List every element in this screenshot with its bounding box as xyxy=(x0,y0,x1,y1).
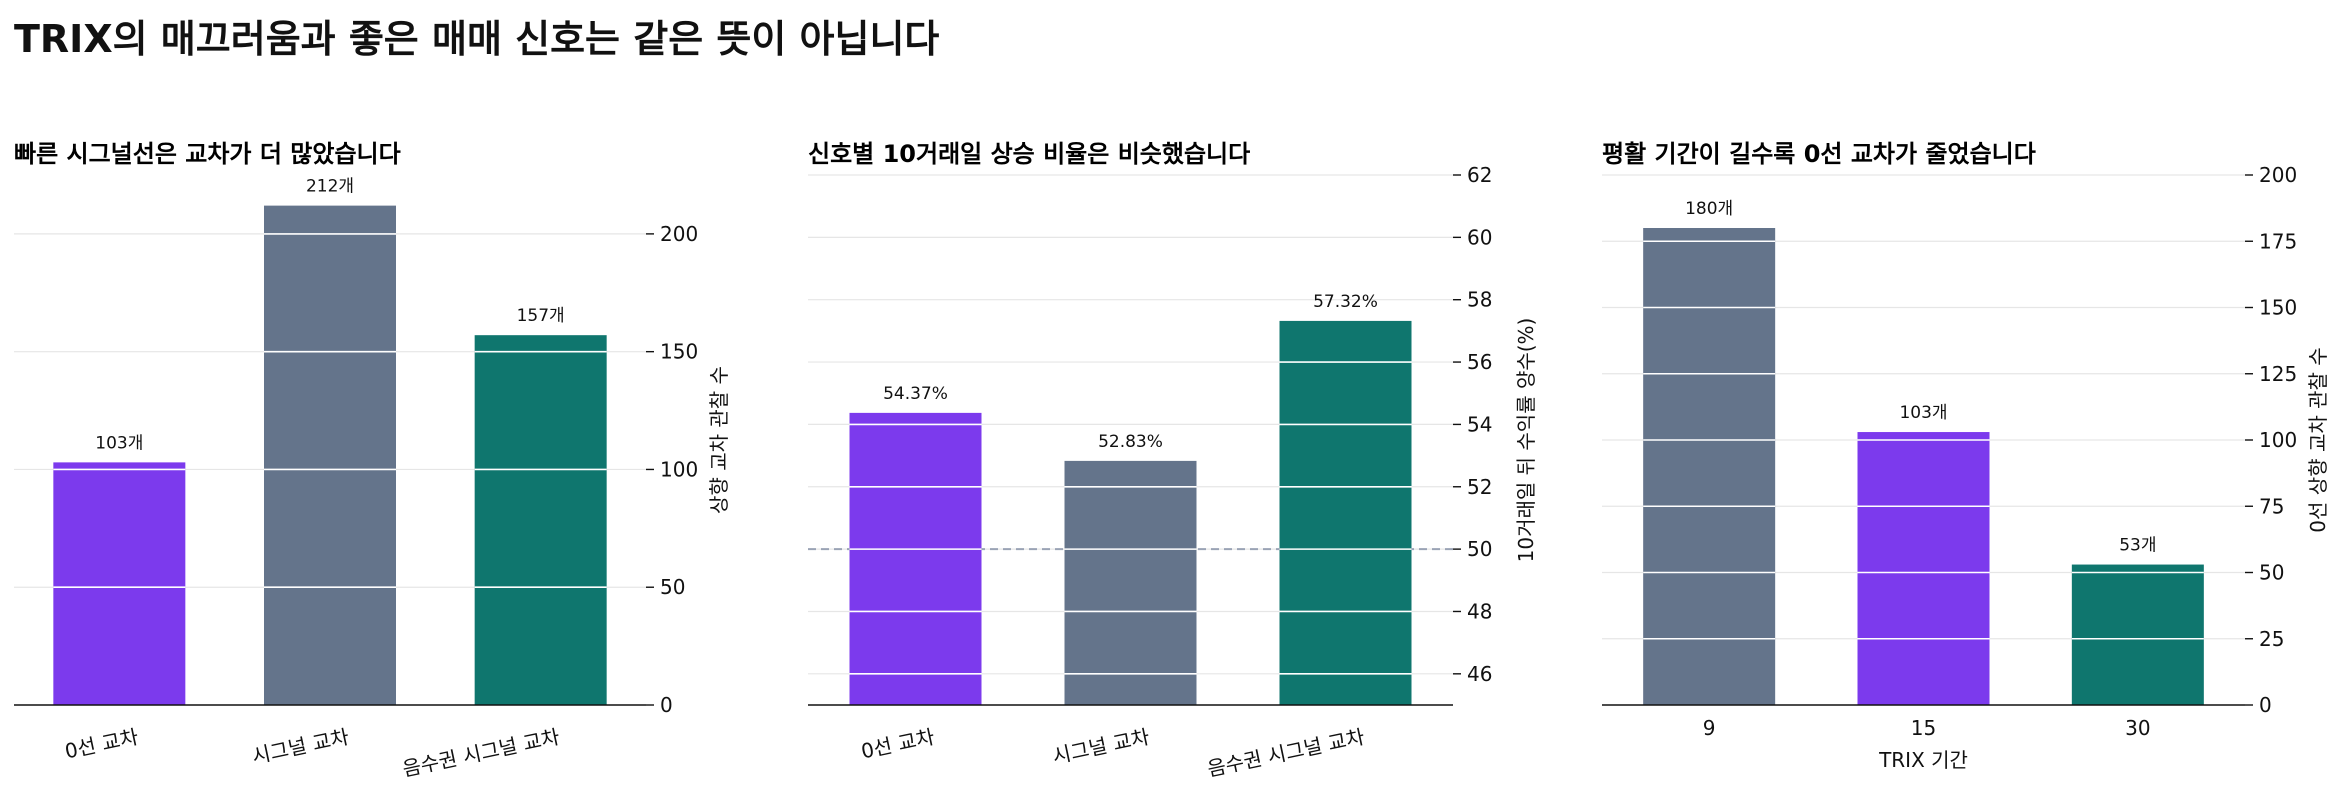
y-tick-label: 54 xyxy=(1467,412,1492,436)
y-tick-label: 50 xyxy=(2259,561,2284,585)
y-tick-label: 56 xyxy=(1467,350,1492,374)
y-tick-label: 75 xyxy=(2259,494,2284,518)
category-label: 시그널 교차 xyxy=(250,724,351,768)
bar xyxy=(1643,228,1776,705)
page-title: TRIX의 매끄러움과 좋은 매매 신호는 같은 뜻이 아닙니다 xyxy=(14,17,940,61)
value-label: 53개 xyxy=(2119,536,2156,556)
y-tick-label: 48 xyxy=(1467,599,1492,623)
y-tick-label: 100 xyxy=(2259,428,2297,452)
y-tick-label: 0 xyxy=(660,693,673,717)
y-tick-label: 175 xyxy=(2259,229,2297,253)
y-tick-label: 150 xyxy=(2259,296,2297,320)
value-label: 54.37% xyxy=(883,384,948,404)
y-tick-label: 200 xyxy=(2259,163,2297,187)
panel-subtitle: 평활 기간이 길수록 0선 교차가 줄었습니다 xyxy=(1602,140,2036,168)
value-label: 180개 xyxy=(1685,199,1733,219)
y-tick-label: 60 xyxy=(1467,225,1492,249)
category-label: 음수권 시그널 교차 xyxy=(1205,724,1366,781)
x-axis-label: TRIX 기간 xyxy=(1878,748,1968,772)
y-tick-label: 50 xyxy=(1467,537,1492,561)
y-tick-label: 62 xyxy=(1467,163,1492,187)
y-tick-label: 125 xyxy=(2259,362,2297,386)
panel-period-count: 평활 기간이 길수록 0선 교차가 줄었습니다 180개 9 103개 15 53개 30 0… xyxy=(1602,140,2330,772)
bar xyxy=(1064,460,1197,705)
bar xyxy=(1279,320,1412,705)
bar xyxy=(849,412,982,705)
bar xyxy=(474,335,607,705)
bar xyxy=(1857,432,1990,705)
value-label: 52.83% xyxy=(1098,432,1163,452)
value-label: 103개 xyxy=(1899,403,1947,423)
y-tick-label: 50 xyxy=(660,575,685,599)
y-tick-label: 58 xyxy=(1467,288,1492,312)
panel-subtitle: 신호별 10거래일 상승 비율은 비슷했습니다 xyxy=(808,140,1250,168)
y-tick-label: 0 xyxy=(2259,693,2272,717)
y-tick-label: 200 xyxy=(660,222,698,246)
y-axis-label: 0선 상향 교차 관찰 수 xyxy=(2306,347,2330,532)
y-tick-label: 150 xyxy=(660,340,698,364)
bar xyxy=(2071,564,2204,705)
bar xyxy=(53,462,186,705)
y-axis-label: 10거래일 뒤 수익률 양수(%) xyxy=(1514,318,1538,563)
panel-up-ratio: 신호별 10거래일 상승 비율은 비슷했습니다 54.37% 0선 교차 52.83%… xyxy=(808,140,1538,781)
y-tick-label: 25 xyxy=(2259,627,2284,651)
y-tick-label: 100 xyxy=(660,457,698,481)
y-tick-label: 46 xyxy=(1467,662,1492,686)
category-label: 9 xyxy=(1703,716,1716,740)
category-label: 음수권 시그널 교차 xyxy=(400,724,561,781)
category-label: 0선 교차 xyxy=(63,724,141,763)
y-tick-label: 52 xyxy=(1467,475,1492,499)
panel-subtitle: 빠른 시그널선은 교차가 더 많았습니다 xyxy=(14,140,401,168)
category-label: 30 xyxy=(2125,716,2150,740)
value-label: 57.32% xyxy=(1313,292,1378,312)
value-label: 157개 xyxy=(517,306,565,326)
value-label: 103개 xyxy=(95,433,143,453)
bar xyxy=(264,205,396,705)
value-label: 212개 xyxy=(306,177,354,197)
category-label: 15 xyxy=(1911,716,1936,740)
category-label: 시그널 교차 xyxy=(1050,724,1151,768)
category-label: 0선 교차 xyxy=(859,724,937,763)
y-axis-label: 상향 교차 관찰 수 xyxy=(707,366,731,514)
